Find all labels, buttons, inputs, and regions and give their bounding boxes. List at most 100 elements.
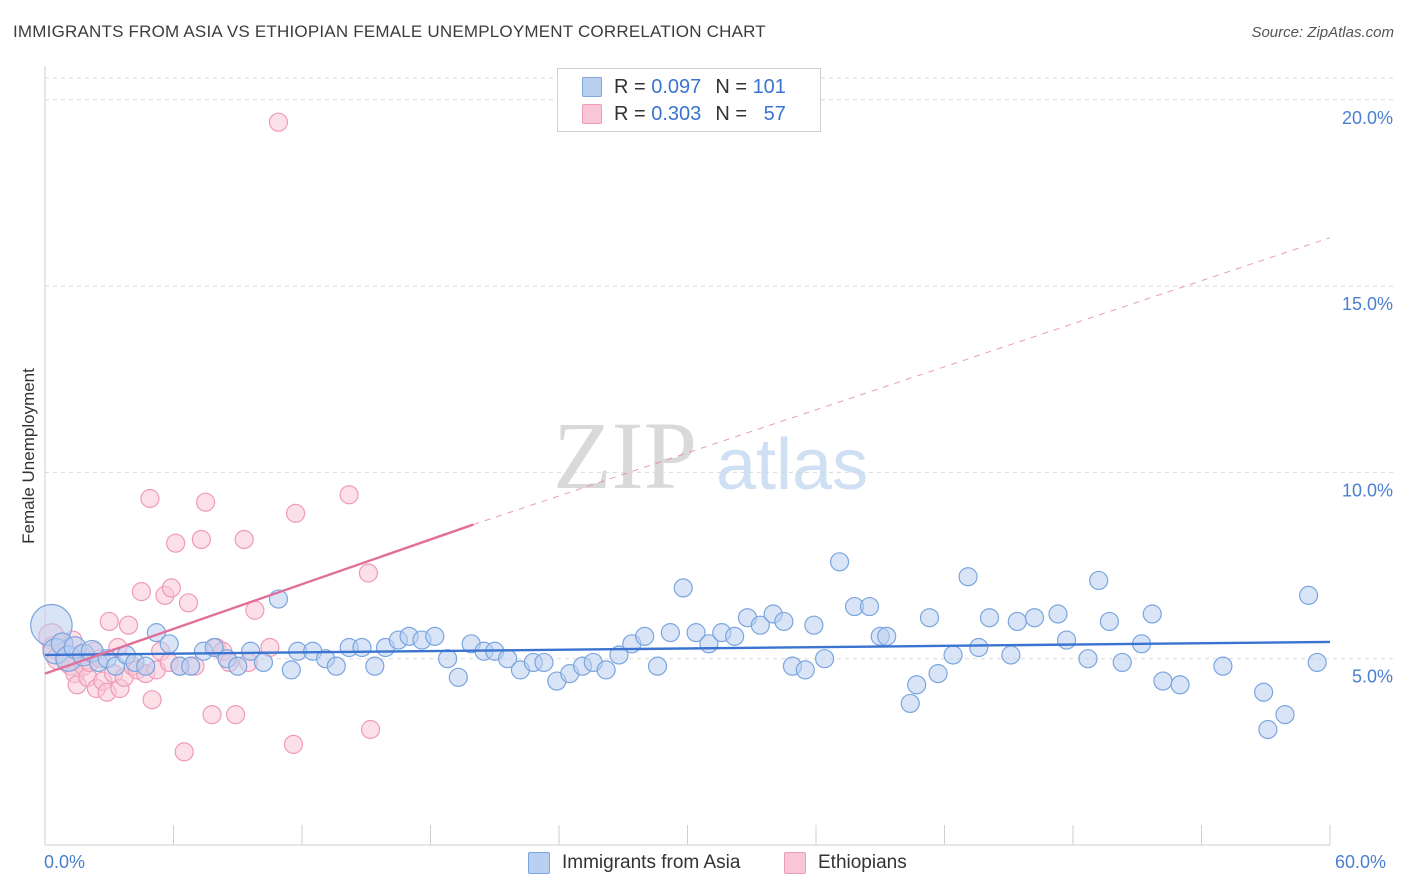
point-immigrants-from-asia [136, 656, 156, 676]
point-immigrants-from-asia [1170, 675, 1190, 695]
point-immigrants-from-asia [829, 552, 850, 572]
point-ethiopians [226, 704, 246, 725]
point-ethiopians [196, 492, 216, 512]
x-tick-label-max: 60.0% [1335, 852, 1387, 872]
point-immigrants-from-asia [979, 608, 1000, 628]
bottom-legend-ethiopians: Ethiopians [784, 852, 907, 874]
point-immigrants-from-asia [425, 626, 445, 646]
point-immigrants-from-asia [1213, 656, 1233, 676]
point-immigrants-from-asia [673, 578, 693, 598]
point-immigrants-from-asia [1099, 611, 1120, 632]
point-immigrants-from-asia [1307, 652, 1327, 673]
point-ethiopians [142, 690, 162, 710]
point-immigrants-from-asia [1007, 611, 1027, 632]
watermark-atlas: atlas [716, 425, 868, 505]
legend-n-value: 101 [752, 75, 786, 98]
point-ethiopians [174, 742, 194, 762]
point-immigrants-from-asia [1258, 719, 1278, 740]
point-immigrants-from-asia [609, 645, 629, 665]
chart-title: IMMIGRANTS FROM ASIA VS ETHIOPIAN FEMALE… [13, 22, 766, 41]
bottom-legend-asia: Immigrants from Asia [528, 852, 740, 874]
point-ethiopians [118, 615, 139, 635]
trend-lines [44, 237, 1331, 675]
point-immigrants-from-asia [795, 660, 815, 680]
trend-line [44, 640, 1331, 657]
point-immigrants-from-asia [326, 656, 346, 676]
point-ethiopians [285, 503, 306, 523]
point-immigrants-from-asia [181, 656, 201, 676]
point-immigrants-from-asia [919, 608, 940, 628]
point-immigrants-from-asia [352, 637, 372, 658]
trend-line [44, 523, 474, 675]
point-immigrants-from-asia [1024, 608, 1045, 628]
y-tick-label: 5.0% [1352, 667, 1393, 687]
watermark-zip: ZIP [553, 402, 697, 509]
legend-r-label: R = [614, 75, 646, 98]
point-immigrants-from-asia [1056, 630, 1077, 650]
point-immigrants-from-asia [1298, 585, 1319, 605]
point-immigrants-from-asia [774, 611, 794, 632]
point-immigrants-from-asia [448, 667, 468, 687]
point-immigrants-from-asia [750, 615, 770, 635]
point-immigrants-from-asia [686, 623, 706, 643]
bottom-legend-label-ethiopians: Ethiopians [818, 852, 907, 873]
point-ethiopians [358, 563, 378, 583]
point-immigrants-from-asia [365, 656, 385, 676]
point-immigrants-from-asia [1142, 604, 1162, 624]
x-tick-label-min: 0.0% [44, 852, 86, 872]
legend-n-value: 57 [763, 102, 786, 125]
point-immigrants-from-asia [635, 626, 655, 646]
point-immigrants-from-asia [804, 615, 824, 635]
point-ethiopians [268, 112, 289, 132]
point-immigrants-from-asia [1275, 704, 1295, 725]
point-ethiopians [202, 704, 222, 725]
legend-r-label: R = [614, 102, 646, 125]
point-immigrants-from-asia [1078, 649, 1098, 669]
legend-n-label: N = [715, 75, 747, 98]
point-immigrants-from-asia [1112, 652, 1132, 673]
point-immigrants-from-asia [928, 664, 948, 684]
axes [44, 66, 1331, 846]
point-immigrants-from-asia [958, 567, 978, 587]
point-ethiopians [283, 734, 304, 754]
legend-n-label: N = [715, 102, 747, 125]
legend-swatch-blue [582, 77, 602, 97]
grid [45, 77, 1395, 660]
legend-swatch-pink [582, 104, 602, 124]
point-immigrants-from-asia [943, 645, 963, 665]
y-tick-label: 10.0% [1342, 480, 1393, 500]
bottom-legend-label-asia: Immigrants from Asia [562, 852, 741, 873]
point-immigrants-from-asia [1254, 682, 1274, 702]
point-ethiopians [339, 485, 359, 505]
point-immigrants-from-asia [907, 675, 927, 695]
legend-row-asia: R = 0.097 N = 101 [582, 75, 786, 99]
y-tick-label: 20.0% [1342, 108, 1393, 128]
point-immigrants-from-asia [660, 623, 680, 643]
point-immigrants-from-asia [159, 634, 179, 654]
source-label: Source: ZipAtlas.com [1251, 24, 1394, 41]
point-ethiopians [99, 611, 119, 632]
point-immigrants-from-asia [814, 649, 835, 669]
point-immigrants-from-asia [877, 626, 897, 646]
point-immigrants-from-asia [253, 652, 274, 673]
legend-r-value: 0.303 [651, 102, 702, 125]
point-immigrants-from-asia [1048, 604, 1068, 624]
point-ethiopians [161, 578, 181, 598]
point-immigrants-from-asia [534, 652, 554, 673]
point-ethiopians [234, 529, 254, 550]
point-ethiopians [191, 529, 211, 550]
trend-line-extension [473, 237, 1331, 526]
point-immigrants-from-asia [1001, 645, 1021, 665]
point-immigrants-from-asia [900, 693, 920, 714]
y-tick-label: 15.0% [1342, 294, 1393, 314]
point-immigrants-from-asia [969, 637, 989, 658]
point-ethiopians [131, 582, 151, 602]
point-ethiopians [360, 719, 381, 740]
point-immigrants-from-asia [228, 656, 248, 676]
point-immigrants-from-asia [1089, 570, 1109, 591]
point-immigrants-from-asia [725, 626, 745, 646]
legend-r-value: 0.097 [651, 75, 702, 98]
legend-row-ethiopians: R = 0.303 N = 57 [582, 102, 786, 126]
y-tick-labels: 5.0% 10.0% 15.0% 20.0% [1342, 108, 1393, 687]
